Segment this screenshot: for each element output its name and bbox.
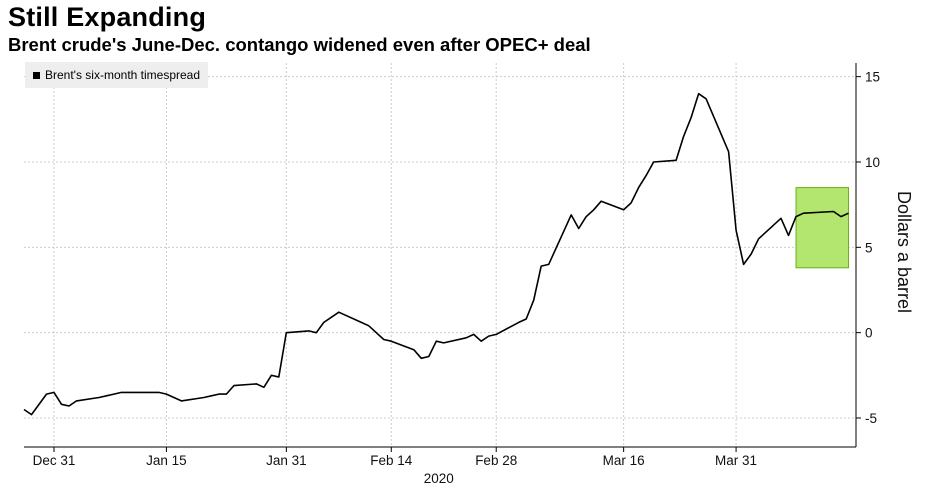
y-axis-title: Dollars a barrel — [894, 191, 914, 313]
highlight-box — [795, 187, 850, 269]
x-tick-label: Dec 31 — [33, 453, 76, 468]
grid-lines — [24, 63, 856, 447]
series-line-brent-timespread — [23, 92, 849, 416]
x-tick-label: Feb 28 — [475, 453, 517, 468]
axes — [24, 63, 861, 452]
chart-subtitle: Brent crude's June-Dec. contango widened… — [8, 34, 591, 55]
y-tick-label: -5 — [865, 411, 877, 426]
series-lines — [23, 92, 849, 416]
legend: Brent's six-month timespread — [25, 62, 209, 88]
y-tick-label: 15 — [865, 70, 880, 85]
x-tick-label: Mar 31 — [715, 453, 757, 468]
y-tick-label: 10 — [865, 155, 880, 170]
legend-label: Brent's six-month timespread — [45, 68, 201, 82]
x-axis-title: 2020 — [424, 471, 454, 486]
x-tick-label: Jan 31 — [266, 453, 307, 468]
y-tick-label: 0 — [865, 326, 873, 341]
legend-swatch — [33, 71, 40, 79]
highlight-region — [795, 187, 850, 269]
x-tick-label: Mar 16 — [603, 453, 645, 468]
x-tick-label: Feb 14 — [370, 453, 413, 468]
chart-title: Still Expanding — [8, 2, 207, 32]
y-tick-label: 5 — [865, 240, 873, 255]
x-tick-label: Jan 15 — [146, 453, 187, 468]
axis-labels: 15 10 5 0 -5 Dec 31 Jan 15 Jan 31 Feb 14 Feb 28 Ma… — [33, 70, 914, 486]
